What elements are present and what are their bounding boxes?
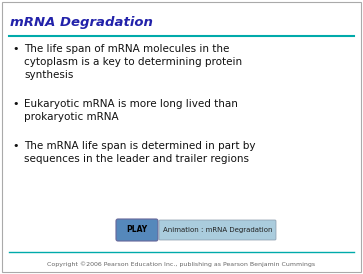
Text: Eukaryotic mRNA is more long lived than
prokaryotic mRNA: Eukaryotic mRNA is more long lived than … — [24, 99, 238, 122]
Text: PLAY: PLAY — [126, 226, 148, 235]
Text: The life span of mRNA molecules in the
cytoplasm is a key to determining protein: The life span of mRNA molecules in the c… — [24, 44, 242, 80]
FancyBboxPatch shape — [116, 219, 158, 241]
FancyBboxPatch shape — [2, 2, 361, 272]
Text: mRNA Degradation: mRNA Degradation — [10, 16, 153, 29]
Text: Animation : mRNA Degradation: Animation : mRNA Degradation — [163, 227, 272, 233]
Text: •: • — [12, 99, 19, 109]
Text: •: • — [12, 141, 19, 151]
Text: The mRNA life span is determined in part by
sequences in the leader and trailer : The mRNA life span is determined in part… — [24, 141, 256, 164]
FancyBboxPatch shape — [159, 220, 276, 240]
Text: •: • — [12, 44, 19, 54]
Text: Copyright ©2006 Pearson Education Inc., publishing as Pearson Benjamin Cummings: Copyright ©2006 Pearson Education Inc., … — [47, 261, 315, 267]
